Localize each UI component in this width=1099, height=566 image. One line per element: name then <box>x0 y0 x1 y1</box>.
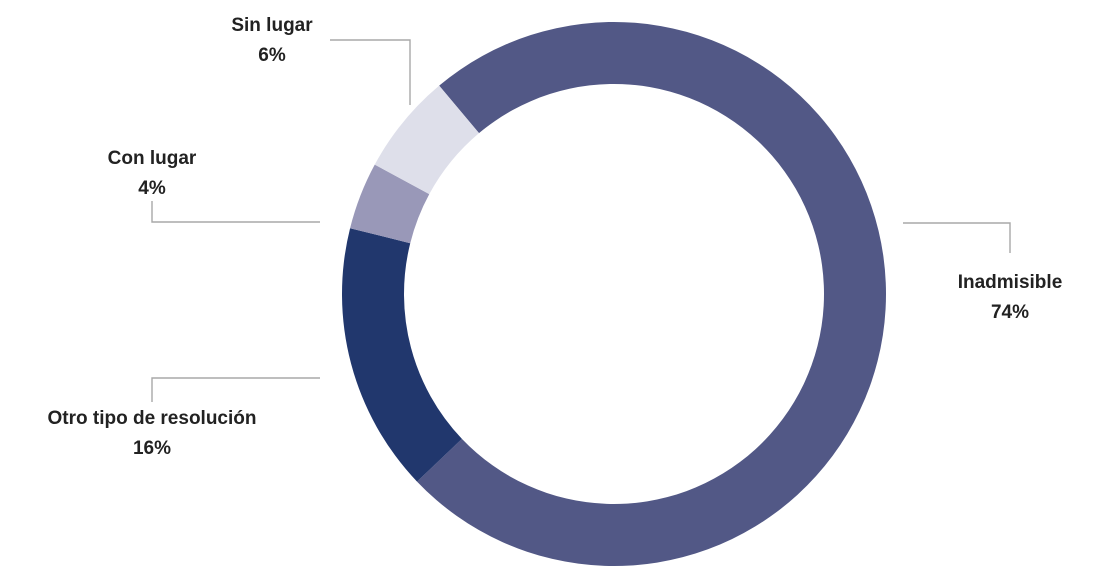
slice-inadmisible <box>417 21 886 566</box>
label-inadmisible-value: 74% <box>991 302 1029 323</box>
leader-lines <box>151 39 1011 402</box>
label-con-lugar-name: Con lugar <box>108 148 197 169</box>
leader-line-sin-lugar <box>330 39 411 105</box>
slice-labels: Inadmisible 74% Otro tipo de resolución … <box>47 15 1062 459</box>
label-sin-lugar-name: Sin lugar <box>231 15 313 36</box>
slice-con-lugar <box>350 164 430 244</box>
label-sin-lugar-value: 6% <box>258 45 286 66</box>
slice-otro-tipo-de-resoluci-n <box>342 228 462 482</box>
slice-sin-lugar <box>374 85 480 195</box>
leader-line-inadmisible <box>903 222 1011 253</box>
label-inadmisible-name: Inadmisible <box>958 272 1063 293</box>
slices-layer <box>342 21 886 566</box>
leader-line-con-lugar <box>151 201 320 223</box>
leader-line-otro-tipo <box>151 377 320 402</box>
label-con-lugar-value: 4% <box>138 178 166 199</box>
label-otro-tipo-value: 16% <box>133 438 171 459</box>
label-otro-tipo-name: Otro tipo de resolución <box>47 408 256 429</box>
